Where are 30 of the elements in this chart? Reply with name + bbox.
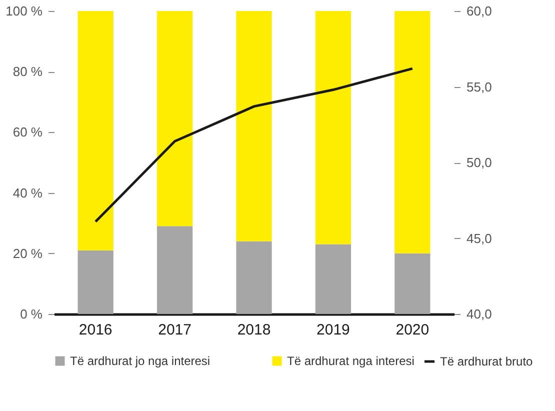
- bar: [315, 11, 352, 244]
- bar: [236, 11, 272, 242]
- y-tick-label: 100 %: [6, 4, 43, 18]
- line-series: [94, 67, 414, 223]
- y2-tick-label: 40,0: [466, 306, 492, 322]
- legend-label: Të ardhurat nga interesi: [287, 354, 414, 368]
- x-tick-label: 2016: [78, 322, 112, 338]
- y-tick-label: 60 %: [12, 124, 43, 140]
- bar: [394, 253, 430, 314]
- x-tick-label: 2019: [316, 322, 350, 338]
- bar: [156, 226, 193, 314]
- bar: [78, 250, 114, 314]
- y-tick-label: 40 %: [12, 185, 43, 200]
- x-tick-label: 2018: [237, 322, 271, 338]
- bar: [236, 241, 272, 314]
- y2-tick-label: 45,0: [466, 230, 492, 246]
- bar: [78, 11, 114, 250]
- y-tick-label: 0 %: [20, 306, 43, 322]
- bar: [315, 244, 352, 314]
- y2-tick-label: 50,0: [466, 155, 492, 170]
- legend-label: Të ardhurat bruto: [440, 354, 534, 368]
- legend-label: Të ardhurat jo nga interesi: [70, 354, 210, 368]
- bar: [394, 11, 430, 254]
- y2-tick-label: 60,0: [466, 4, 492, 18]
- x-tick-label: 2017: [158, 322, 192, 338]
- x-tick-label: 2020: [396, 322, 430, 338]
- y-tick-label: 80 %: [12, 64, 43, 80]
- y2-tick-label: 55,0: [466, 79, 492, 94]
- bar: [156, 11, 193, 226]
- y-tick-label: 20 %: [12, 246, 43, 261]
